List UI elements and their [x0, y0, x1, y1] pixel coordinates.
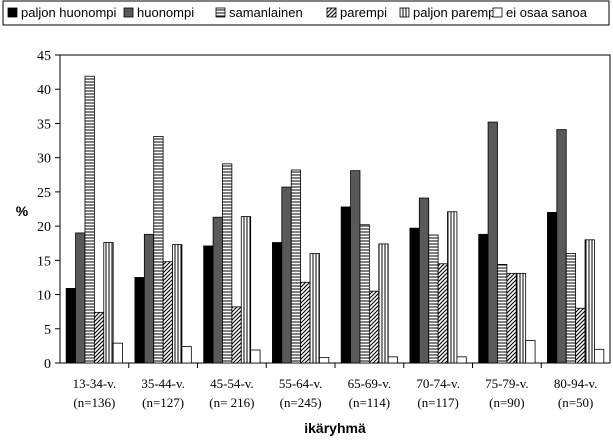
x-category-label: 35-44-v.	[141, 376, 185, 391]
legend-label: paljon huonompi	[21, 5, 117, 20]
x-category-label: 13-34-v.	[73, 376, 117, 391]
bar-huonompi-80-94-v	[556, 129, 567, 364]
bar-paljon-parempi-80-94-v	[584, 239, 595, 364]
bar-samanlainen-55-64-v	[290, 169, 302, 364]
bar-paljon-parempi-13-34-v	[103, 242, 114, 364]
x-category-label: 80-94-v.	[554, 376, 598, 391]
y-tick-label: 30	[37, 152, 51, 167]
legend-swatch	[7, 7, 18, 18]
x-category-count: (n=117)	[417, 395, 459, 410]
bar-samanlainen-35-44-v	[153, 136, 164, 364]
x-category-count: (n=50)	[558, 395, 594, 410]
bar-ei-osaa-sanoa-70-74-v	[456, 356, 467, 364]
x-category-count: (n=245)	[280, 395, 322, 410]
y-tick-label: 0	[44, 357, 51, 372]
x-category-label: 55-64-v.	[279, 376, 323, 391]
y-tick-label: 15	[37, 254, 51, 269]
x-category-label: 45-54-v.	[210, 376, 254, 391]
legend-swatch	[399, 7, 410, 18]
bar-samanlainen-65-69-v	[359, 224, 370, 364]
y-tick-label: 45	[37, 49, 51, 64]
bar-samanlainen-75-79-v	[497, 264, 508, 364]
bars	[65, 75, 605, 364]
bar-paljon-huonompi-13-34-v	[65, 287, 76, 364]
bar-parempi-13-34-v	[93, 311, 105, 364]
x-category-count: (n=127)	[142, 395, 184, 410]
legend-swatch	[492, 7, 503, 18]
bar-huonompi-75-79-v	[487, 121, 498, 364]
bar-parempi-45-54-v	[231, 306, 242, 364]
legend-label: samanlainen	[229, 5, 303, 20]
y-tick-label: 20	[37, 220, 51, 235]
bar-ei-osaa-sanoa-80-94-v	[594, 348, 605, 364]
bar-huonompi-45-54-v	[212, 216, 223, 364]
bar-paljon-parempi-75-79-v	[515, 272, 527, 364]
legend-label: parempi	[340, 5, 387, 20]
bar-paljon-parempi-45-54-v	[240, 216, 252, 364]
bar-ei-osaa-sanoa-75-79-v	[525, 340, 536, 364]
bar-ei-osaa-sanoa-13-34-v	[112, 342, 123, 364]
bar-parempi-80-94-v	[575, 307, 586, 364]
bar-parempi-65-69-v	[368, 290, 380, 364]
legend-swatch	[215, 7, 226, 18]
legend-label: huonompi	[137, 5, 194, 20]
bar-paljon-huonompi-35-44-v	[134, 277, 145, 364]
bar-huonompi-13-34-v	[75, 232, 86, 364]
x-category-label: 70-74-v.	[416, 376, 460, 391]
y-tick-label: 35	[37, 117, 51, 132]
legend: paljon huonompi huonompi samanlainen paremp…	[7, 5, 588, 20]
legend-swatch	[123, 7, 134, 18]
bar-ei-osaa-sanoa-45-54-v	[250, 349, 261, 364]
bar-huonompi-35-44-v	[143, 233, 155, 364]
x-category-count: (n= 216)	[209, 395, 254, 410]
legend-label: ei osaa sanoa	[506, 5, 588, 20]
x-category-count: (n=90)	[489, 395, 525, 410]
bar-parempi-55-64-v	[300, 281, 311, 364]
bar-huonompi-65-69-v	[350, 170, 361, 364]
bar-parempi-70-74-v	[437, 263, 448, 364]
y-tick-label: 40	[37, 83, 51, 98]
legend-label: paljon parempi	[413, 5, 498, 20]
bar-paljon-huonompi-45-54-v	[203, 245, 214, 364]
y-tick-label: 5	[44, 323, 51, 338]
bar-paljon-parempi-55-64-v	[309, 253, 320, 364]
bar-paljon-parempi-65-69-v	[378, 243, 389, 364]
y-tick-label: 25	[37, 186, 51, 201]
x-axis-title: ikäryhmä	[304, 420, 366, 436]
bar-ei-osaa-sanoa-55-64-v	[319, 357, 330, 364]
y-tick-label: 10	[37, 289, 51, 304]
bar-samanlainen-45-54-v	[222, 163, 233, 364]
bar-huonompi-70-74-v	[418, 197, 430, 364]
bar-ei-osaa-sanoa-35-44-v	[181, 346, 192, 364]
bar-huonompi-55-64-v	[281, 186, 292, 364]
bar-parempi-75-79-v	[506, 272, 517, 364]
bar-samanlainen-70-74-v	[428, 234, 439, 364]
bar-paljon-huonompi-65-69-v	[340, 206, 351, 364]
legend-box	[2, 0, 610, 26]
bar-paljon-parempi-35-44-v	[172, 244, 183, 364]
x-category-label: 75-79-v.	[485, 376, 529, 391]
legend-swatch	[326, 7, 337, 18]
x-category-count: (n=136)	[73, 395, 115, 410]
x-axis: 13-34-v. (n=136) 35-44-v. (n=127) 45-54-v. (n…	[73, 363, 598, 410]
bar-samanlainen-13-34-v	[84, 75, 95, 364]
y-axis: 0 5 10 15 20 25 30 35 40 45	[37, 49, 60, 372]
x-category-count: (n=114)	[349, 395, 391, 410]
bar-samanlainen-80-94-v	[565, 253, 577, 364]
bar-paljon-huonompi-70-74-v	[409, 227, 420, 364]
x-category-label: 65-69-v.	[348, 376, 392, 391]
y-axis-title: %	[16, 203, 29, 219]
bar-paljon-parempi-70-74-v	[447, 211, 458, 364]
bar-paljon-huonompi-75-79-v	[478, 233, 489, 364]
bar-ei-osaa-sanoa-65-69-v	[387, 356, 398, 364]
bar-paljon-huonompi-55-64-v	[272, 242, 283, 364]
bar-parempi-35-44-v	[162, 261, 173, 364]
bar-paljon-huonompi-80-94-v	[547, 212, 558, 364]
